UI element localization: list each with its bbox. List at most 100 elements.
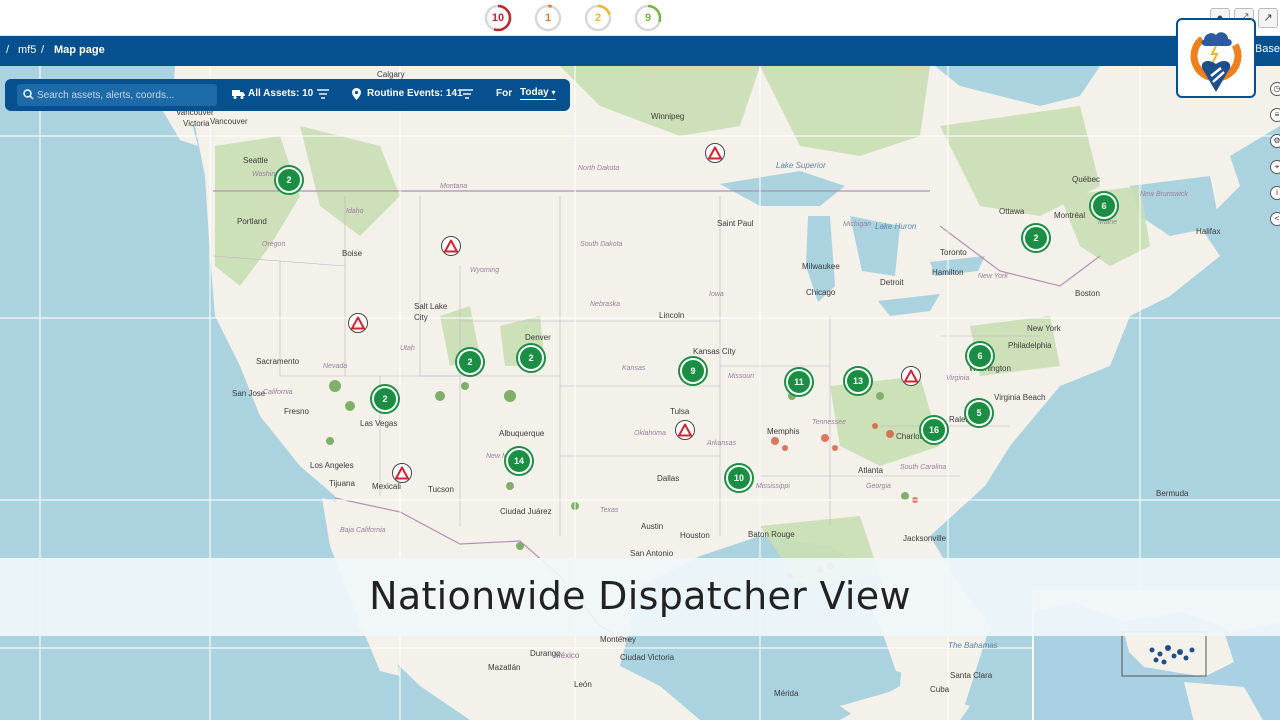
asset-cluster-marker[interactable]: 14 bbox=[506, 448, 532, 474]
filter-icon[interactable] bbox=[461, 89, 473, 99]
city-label: Mazatlán bbox=[488, 663, 521, 672]
status-gauge[interactable]: 9 bbox=[634, 4, 662, 32]
status-gauge[interactable]: 2 bbox=[584, 4, 612, 32]
city-label: Saint Paul bbox=[717, 219, 754, 228]
warning-triangle-icon bbox=[395, 466, 409, 480]
region-label: Kansas bbox=[622, 365, 646, 372]
city-label: Boise bbox=[342, 249, 363, 258]
region-label: South Dakota bbox=[580, 241, 623, 248]
city-label: Halifax bbox=[1196, 227, 1221, 236]
city-label: Fresno bbox=[284, 407, 309, 416]
alert-marker[interactable] bbox=[348, 313, 368, 333]
city-label: Houston bbox=[680, 531, 710, 540]
period-label: For bbox=[496, 88, 513, 99]
region-label: Oklahoma bbox=[634, 430, 666, 437]
city-label: Victoria bbox=[183, 119, 210, 128]
region-label: Virginia bbox=[946, 375, 970, 382]
region-label: Washington bbox=[252, 171, 289, 178]
region-label: Nebraska bbox=[590, 301, 620, 308]
asset-cluster-marker[interactable]: 13 bbox=[845, 368, 871, 394]
alert-marker[interactable] bbox=[441, 236, 461, 256]
region-label: Maine bbox=[1098, 219, 1118, 226]
asset-cluster-marker[interactable]: 10 bbox=[726, 465, 752, 491]
pin-icon[interactable]: ⌖ bbox=[1270, 160, 1280, 174]
city-label: Atlanta bbox=[858, 466, 883, 475]
assets-filter[interactable]: All Assets: 10 bbox=[248, 88, 314, 99]
period-select[interactable]: Today ▾ bbox=[520, 87, 556, 100]
asset-cluster-marker[interactable]: 2 bbox=[1023, 225, 1049, 251]
region-label: Bermuda bbox=[1156, 489, 1189, 498]
warning-triangle-icon bbox=[904, 369, 918, 383]
filter-bar: All Assets: 10 Routine Events: 141 For T… bbox=[5, 79, 570, 111]
city-label: Santa Clara bbox=[950, 671, 993, 680]
city-label: Las Vegas bbox=[360, 419, 398, 428]
city-label: Salt Lake bbox=[414, 302, 448, 311]
region-label: Georgia bbox=[866, 483, 891, 490]
search-icon bbox=[23, 89, 34, 100]
city-label: Jacksonville bbox=[903, 534, 947, 543]
region-label: Utah bbox=[400, 345, 415, 352]
gauge-value: 2 bbox=[594, 12, 602, 24]
warning-triangle-icon bbox=[444, 239, 458, 253]
region-label: Mississippi bbox=[756, 483, 790, 490]
city-label: Vancouver bbox=[176, 108, 214, 117]
city-label: Chicago bbox=[806, 288, 836, 297]
city-label: Cuba bbox=[930, 685, 950, 694]
city-label: Sacramento bbox=[256, 357, 300, 366]
filter-icon[interactable] bbox=[317, 89, 329, 99]
events-filter[interactable]: Routine Events: 141 bbox=[367, 88, 463, 99]
city-label: Memphis bbox=[767, 427, 800, 436]
asset-cluster-marker[interactable]: 2 bbox=[372, 386, 398, 412]
city-label: Tulsa bbox=[670, 407, 690, 416]
status-gauge[interactable]: 10 bbox=[484, 4, 512, 32]
asset-cluster-marker[interactable]: 2 bbox=[276, 167, 302, 193]
region-label: Wyoming bbox=[470, 267, 500, 274]
search-box[interactable] bbox=[17, 84, 217, 106]
region-label: The Bahamas bbox=[948, 641, 998, 650]
asset-cluster-marker[interactable]: 6 bbox=[1091, 193, 1117, 219]
city-label: Virginia Beach bbox=[994, 393, 1046, 402]
asset-cluster-marker[interactable]: 16 bbox=[921, 417, 947, 443]
status-gauge[interactable]: 1 bbox=[534, 4, 562, 32]
region-label: Missouri bbox=[728, 373, 755, 380]
gauge-ring bbox=[534, 4, 562, 32]
gauge-value: 1 bbox=[544, 12, 552, 24]
alert-marker[interactable] bbox=[901, 366, 921, 386]
asset-cluster-marker[interactable]: 2 bbox=[518, 345, 544, 371]
share-icon[interactable]: ↗ bbox=[1258, 8, 1278, 28]
search-input[interactable] bbox=[37, 87, 213, 103]
period-value: Today bbox=[520, 87, 549, 98]
asset-cluster-marker[interactable]: 6 bbox=[967, 343, 993, 369]
alert-marker[interactable] bbox=[675, 420, 695, 440]
info-icon[interactable]: i bbox=[1270, 186, 1280, 200]
alert-marker[interactable] bbox=[392, 463, 412, 483]
asset-cluster-marker[interactable]: 2 bbox=[457, 349, 483, 375]
clock-icon[interactable]: ◷ bbox=[1270, 82, 1280, 96]
share-icon[interactable]: < bbox=[1270, 212, 1280, 226]
city-label: San Antonio bbox=[630, 549, 674, 558]
region-label: México bbox=[554, 651, 580, 660]
page-title: Map page bbox=[54, 44, 105, 56]
region-label: California bbox=[263, 389, 293, 396]
city-label: Milwaukee bbox=[802, 262, 840, 271]
gauge-value: 10 bbox=[491, 12, 505, 24]
asset-cluster-marker[interactable]: 9 bbox=[680, 358, 706, 384]
asset-cluster-marker[interactable]: 5 bbox=[966, 400, 992, 426]
city-label: Detroit bbox=[880, 278, 904, 287]
city-label: Ciudad Juárez bbox=[500, 507, 552, 516]
breadcrumb-project[interactable]: mf5 bbox=[18, 44, 37, 56]
asset-cluster-marker[interactable]: 11 bbox=[786, 369, 812, 395]
region-label: Iowa bbox=[709, 291, 724, 298]
city-label: Albuquerque bbox=[499, 429, 545, 438]
alert-marker[interactable] bbox=[705, 143, 725, 163]
city-label: Ciudad Victoria bbox=[620, 653, 675, 662]
caption-title: Nationwide Dispatcher View bbox=[369, 574, 911, 618]
region-label: North Dakota bbox=[578, 165, 620, 172]
warning-triangle-icon bbox=[678, 423, 692, 437]
settings-icon[interactable]: ⚙ bbox=[1270, 134, 1280, 148]
city-label: San Jose bbox=[232, 389, 266, 398]
layers-icon[interactable]: ≡ bbox=[1270, 108, 1280, 122]
city-label: Charlotte bbox=[896, 432, 929, 441]
region-label: Lake Superior bbox=[776, 161, 826, 170]
